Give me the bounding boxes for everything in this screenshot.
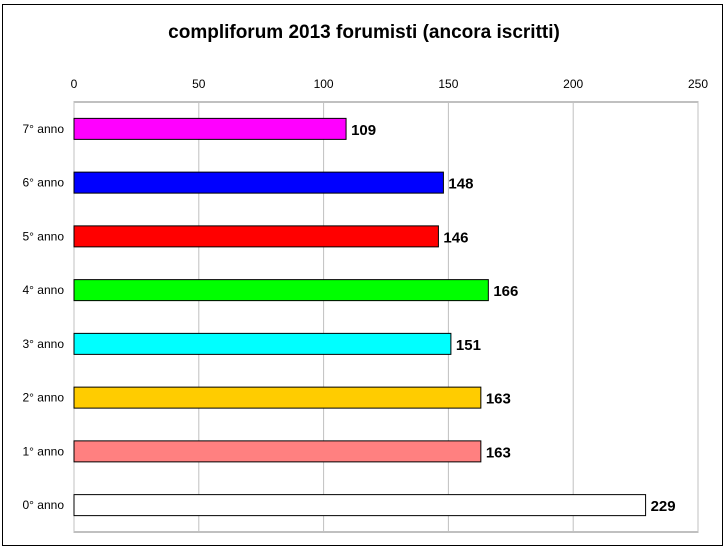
data-label: 146 [443, 229, 468, 246]
data-label: 163 [486, 444, 511, 461]
category-label: 5° anno [22, 229, 64, 243]
bar [73, 225, 439, 248]
chart-title: compliforum 2013 forumisti (ancora iscri… [168, 22, 560, 43]
x-tick-label: 150 [438, 77, 458, 91]
bar [73, 494, 647, 517]
data-label: 109 [351, 122, 376, 139]
x-tick-label: 0 [71, 77, 78, 91]
bar [73, 171, 444, 194]
category-label: 0° anno [22, 498, 64, 512]
x-tick-label: 250 [688, 77, 708, 91]
bar [73, 117, 347, 140]
category-label: 3° anno [22, 337, 64, 351]
data-label: 148 [448, 176, 473, 193]
bar [73, 279, 489, 302]
bar [73, 386, 482, 409]
category-label: 4° anno [22, 283, 64, 297]
category-label: 1° anno [22, 444, 64, 458]
data-label: 163 [486, 391, 511, 408]
category-label: 2° anno [22, 391, 64, 405]
data-label: 166 [493, 283, 518, 300]
x-tick-label: 100 [314, 77, 334, 91]
data-label: 229 [651, 498, 676, 515]
data-label: 151 [456, 337, 481, 354]
plot-area [73, 101, 699, 533]
x-tick-label: 200 [563, 77, 583, 91]
x-tick-label: 50 [192, 77, 206, 91]
category-label: 7° anno [22, 122, 64, 136]
bar [73, 440, 482, 463]
bar [73, 332, 452, 355]
category-label: 6° anno [22, 176, 64, 190]
